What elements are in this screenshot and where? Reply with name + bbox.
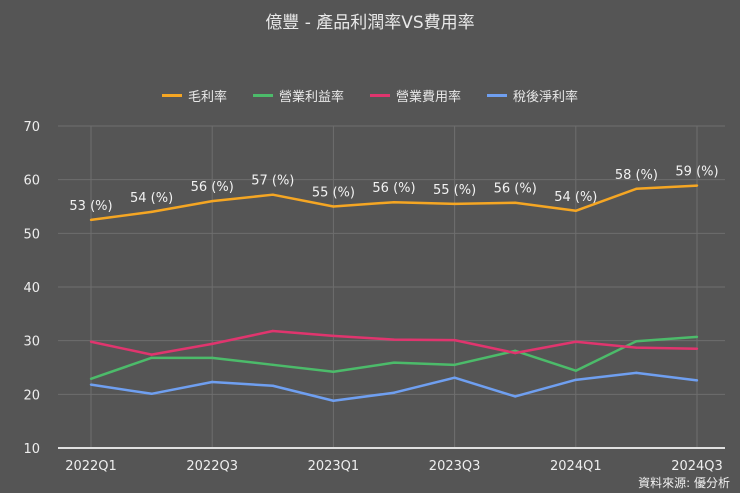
data-point — [392, 391, 396, 394]
data-point — [211, 380, 214, 384]
data-label: 55 (%) — [433, 183, 476, 198]
data-point — [332, 205, 335, 208]
series-line-1 — [90, 335, 698, 380]
data-label: 56 (%) — [494, 182, 537, 197]
series-line-2 — [90, 329, 698, 356]
data-label: 56 (%) — [372, 181, 415, 196]
data-point — [574, 378, 577, 382]
data-point — [150, 210, 153, 214]
data-point — [695, 335, 699, 339]
y-tick-label: 30 — [23, 335, 40, 350]
source-note: 資料來源: 優分析 — [638, 476, 730, 490]
data-label: 53 (%) — [69, 199, 112, 214]
legend-label: 毛利率 — [187, 90, 227, 105]
data-point — [635, 340, 638, 343]
legend-item[interactable]: 毛利率 — [161, 86, 227, 105]
legend-label: 稅後淨利率 — [513, 90, 579, 105]
data-point — [695, 347, 699, 350]
x-tick-label: 2024Q1 — [550, 459, 602, 474]
chart-title: 億豐 - 產品利潤率VS費用率 — [265, 13, 475, 33]
data-label: 58 (%) — [615, 168, 658, 183]
data-label: 55 (%) — [312, 186, 355, 201]
data-point — [695, 379, 699, 382]
data-point — [514, 351, 517, 355]
y-tick-label: 40 — [23, 281, 40, 296]
data-point — [332, 399, 335, 402]
legend-label: 營業費用率 — [396, 90, 462, 105]
y-tick-label: 60 — [23, 174, 40, 189]
data-point — [453, 376, 456, 379]
data-point — [150, 392, 153, 395]
legend-item[interactable]: 營業利益率 — [252, 86, 344, 105]
data-point — [392, 201, 396, 204]
data-point — [695, 184, 699, 187]
data-point — [514, 395, 517, 398]
data-label: 54 (%) — [554, 190, 597, 205]
x-tick-label: 2022Q3 — [186, 459, 238, 474]
data-label: 54 (%) — [130, 191, 173, 206]
data-point — [453, 363, 456, 367]
data-point — [150, 353, 153, 356]
y-tick-label: 50 — [23, 227, 40, 242]
data-point — [89, 377, 93, 380]
data-point — [635, 371, 638, 375]
legend-swatch — [370, 94, 390, 97]
data-point — [271, 193, 274, 196]
data-point — [453, 338, 456, 342]
legend-swatch — [487, 94, 508, 97]
data-point — [211, 356, 214, 360]
x-tick-label: 2022Q1 — [65, 459, 117, 474]
data-point — [574, 369, 577, 372]
series-line-3 — [90, 371, 698, 403]
data-point — [89, 218, 93, 222]
x-tick-label: 2024Q3 — [671, 459, 723, 474]
y-tick-label: 10 — [23, 442, 40, 457]
data-point — [150, 356, 153, 360]
x-tick-label: 2023Q1 — [308, 459, 360, 474]
data-point — [271, 384, 274, 387]
legend-swatch — [252, 94, 273, 97]
legend-item[interactable]: 稅後淨利率 — [487, 86, 578, 105]
data-label: 57 (%) — [251, 174, 294, 189]
data-point — [453, 202, 456, 206]
data-point — [89, 340, 93, 343]
data-point — [392, 361, 396, 364]
legend-swatch — [161, 94, 182, 97]
data-point — [332, 370, 335, 373]
y-tick-label: 70 — [23, 120, 40, 135]
data-point — [211, 199, 214, 203]
data-point — [332, 334, 335, 338]
data-point — [635, 346, 638, 349]
legend: 毛利率 營業利益率 營業費用率 稅後淨利率 — [0, 86, 740, 105]
data-point — [514, 201, 517, 204]
legend-item[interactable]: 營業費用率 — [370, 86, 461, 105]
y-tick-label: 20 — [23, 388, 40, 403]
data-point — [574, 209, 577, 212]
data-point — [211, 342, 214, 346]
data-label: 56 (%) — [191, 180, 234, 195]
legend-label: 營業利益率 — [278, 90, 344, 105]
data-point — [514, 349, 517, 353]
data-point — [271, 363, 274, 367]
data-point — [271, 329, 274, 333]
x-tick-label: 2023Q3 — [429, 459, 481, 474]
data-point — [89, 383, 93, 386]
data-point — [392, 338, 396, 341]
data-point — [574, 340, 577, 343]
data-point — [635, 187, 638, 190]
data-label: 59 (%) — [675, 165, 718, 180]
